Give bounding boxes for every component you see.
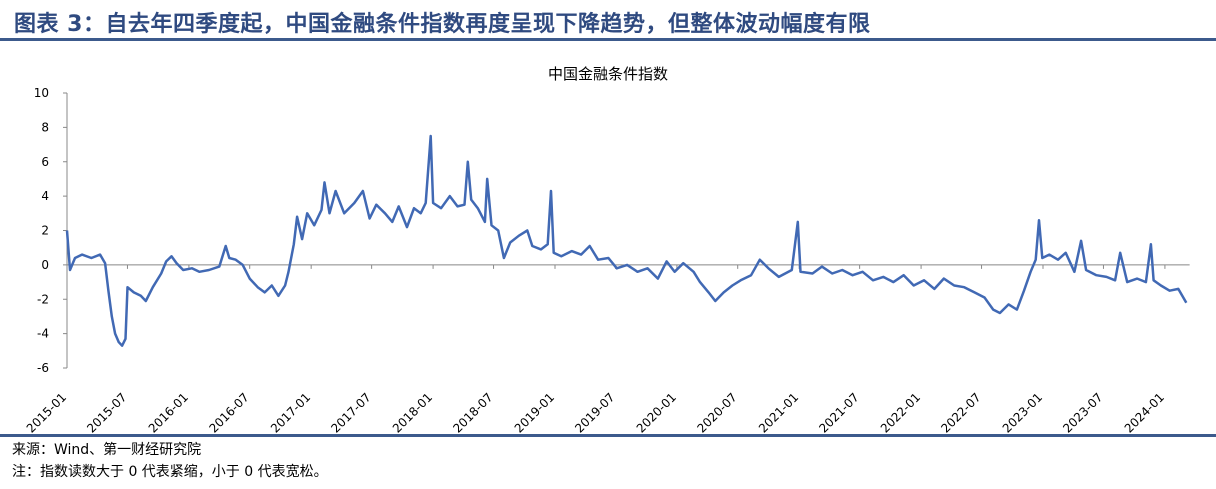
chart-title: 中国金融条件指数 <box>548 65 668 83</box>
y-tick-label: 8 <box>41 120 49 134</box>
figure-title: 图表 3：自去年四季度起，中国金融条件指数再度呈现下降趋势，但整体波动幅度有限 <box>14 12 871 37</box>
y-tick-label: 4 <box>41 189 49 203</box>
y-tick-label: -6 <box>37 361 49 375</box>
x-tick-label: 2015-07 <box>84 390 129 434</box>
x-tick-label: 2018-07 <box>450 390 495 434</box>
x-tick-label: 2023-07 <box>1060 390 1105 434</box>
x-tick-label: 2019-07 <box>572 390 617 434</box>
x-tick-label: 2016-01 <box>146 390 191 434</box>
x-tick-label: 2015-01 <box>24 390 69 434</box>
y-tick-label: 2 <box>41 224 49 238</box>
source-note: 来源：Wind、第一财经研究院 <box>12 442 202 458</box>
line-chart: 中国金融条件指数 -6 -4 -2 0 2 4 6 8 10 2015-01 2015-07 2016-… <box>24 65 1190 434</box>
x-tick-label: 2018-01 <box>390 390 435 434</box>
title-divider <box>0 38 1216 41</box>
series-line <box>65 134 1188 347</box>
x-tick-label: 2023-01 <box>1000 390 1045 434</box>
x-tick-label: 2021-07 <box>816 390 861 434</box>
x-tick-label: 2024-01 <box>1122 390 1167 434</box>
x-tick-label: 2022-07 <box>938 390 983 434</box>
y-tick-label: 0 <box>41 258 49 272</box>
x-tick-label: 2016-07 <box>206 390 251 434</box>
x-tick-label: 2022-01 <box>878 390 923 434</box>
x-tick-label: 2019-01 <box>512 390 557 434</box>
y-tick-label: 10 <box>34 86 49 100</box>
footer-divider <box>0 434 1216 437</box>
y-tick-label: 6 <box>41 155 49 169</box>
y-tick-label: -4 <box>37 327 49 341</box>
x-tick-label: 2021-01 <box>756 390 801 434</box>
x-tick-label: 2017-07 <box>328 390 373 434</box>
y-tick-label: -2 <box>37 292 49 306</box>
x-tick-label: 2017-01 <box>268 390 313 434</box>
footnote: 注：指数读数大于 0 代表紧缩，小于 0 代表宽松。 <box>12 464 328 480</box>
x-tick-label: 2020-07 <box>694 390 739 434</box>
x-tick-label: 2020-01 <box>634 390 679 434</box>
